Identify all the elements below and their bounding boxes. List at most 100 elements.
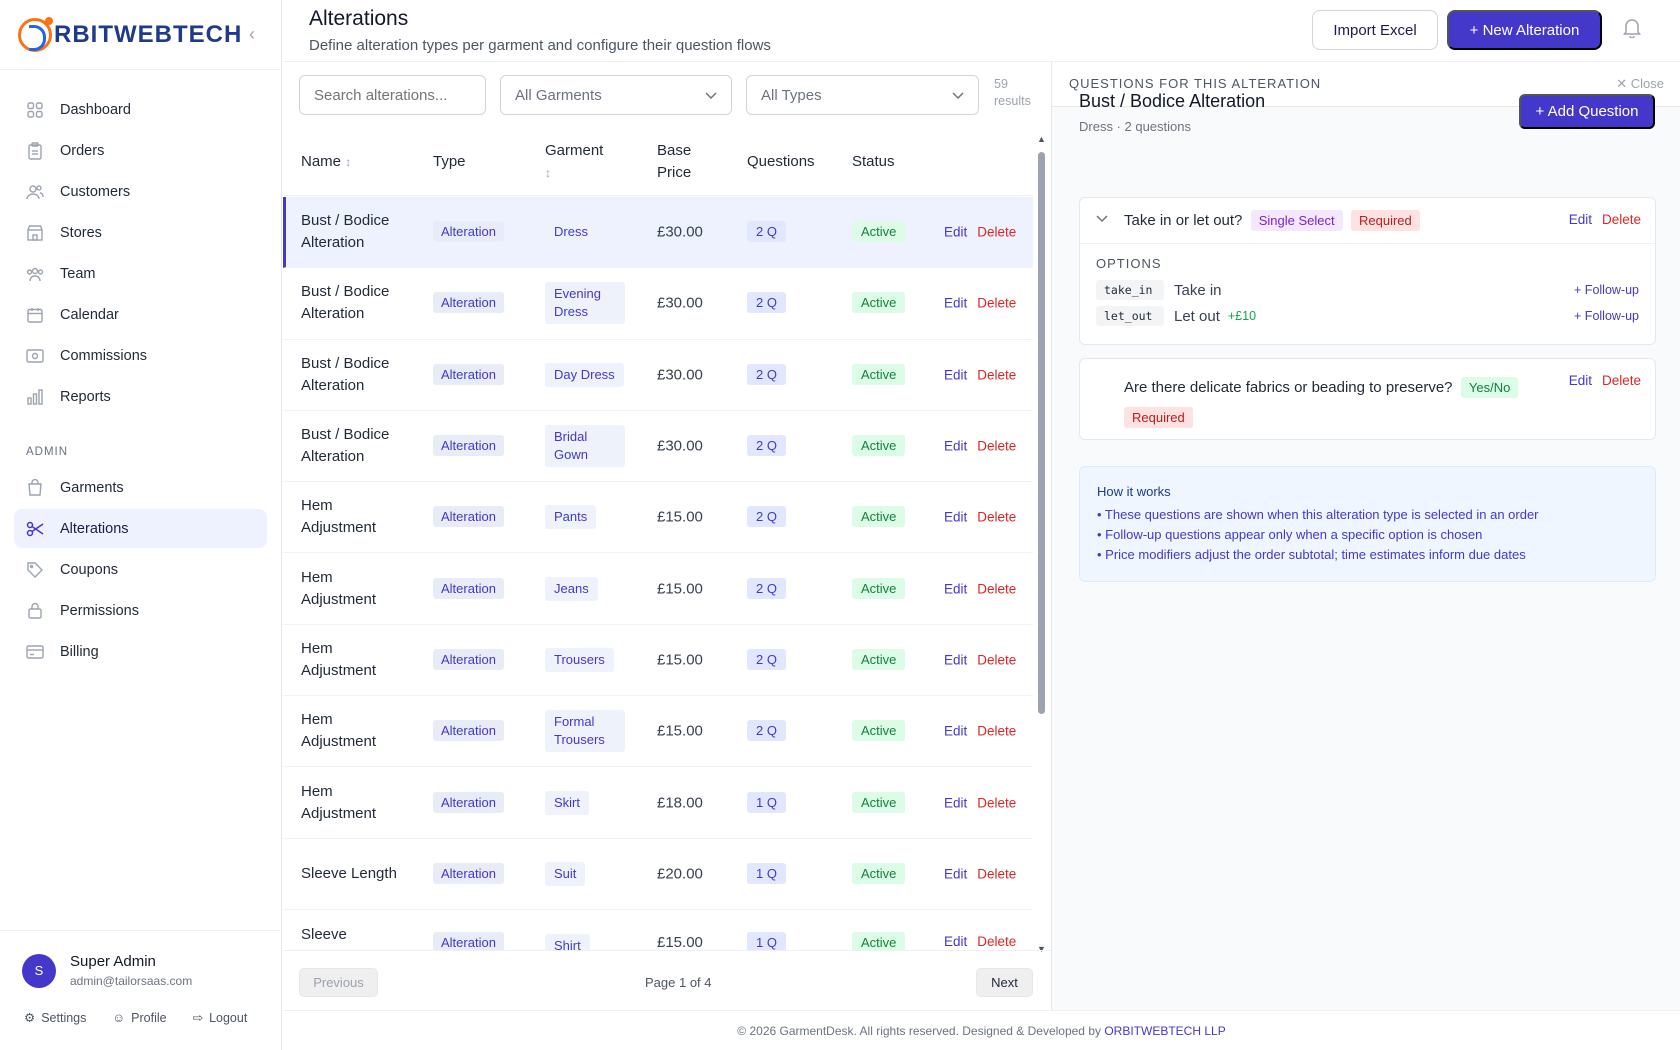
add-follow-up-link[interactable]: + Follow-up [1574, 309, 1639, 323]
sidebar-item-garments[interactable]: Garments [14, 468, 267, 507]
question-type-badge: Single Select [1250, 210, 1343, 231]
row-name: Sleeve Length [301, 864, 397, 882]
row-price: £15.00 [657, 933, 703, 950]
user-card[interactable]: S Super Admin admin@tailorsaas.com [0, 931, 281, 988]
garments-select[interactable]: All Garments [500, 75, 732, 115]
table-row[interactable]: Bust / Bodice Alteration Alteration Brid… [283, 411, 1033, 483]
previous-button[interactable]: Previous [299, 968, 378, 997]
delete-link[interactable]: Delete [977, 438, 1017, 454]
delete-link[interactable]: Delete [977, 581, 1017, 597]
edit-link[interactable]: Edit [944, 295, 968, 311]
column-status: Status [852, 153, 895, 170]
edit-link[interactable]: Edit [944, 367, 968, 383]
types-select[interactable]: All Types [746, 75, 979, 115]
table-row[interactable]: Sleeve Alteration Shirt £15.00 1 Q Activ… [283, 910, 1033, 950]
table-scrollbar[interactable]: ▲ ▼ [1035, 134, 1047, 954]
collapse-sidebar-icon[interactable]: ‹ [249, 24, 255, 44]
close-panel-button[interactable]: ✕ Close [1616, 76, 1664, 92]
table-row[interactable]: Hem Adjustment Alteration Formal Trouser… [283, 696, 1033, 768]
scroll-down-icon[interactable]: ▼ [1037, 944, 1046, 954]
search-input[interactable] [299, 75, 486, 115]
edit-link[interactable]: Edit [944, 723, 968, 739]
row-price: £15.00 [657, 722, 703, 740]
sidebar-item-alterations[interactable]: Alterations [14, 509, 267, 548]
edit-link[interactable]: Edit [944, 509, 968, 525]
edit-link[interactable]: Edit [944, 795, 968, 811]
how-it-works-title: How it works [1097, 484, 1171, 499]
sidebar-item-stores[interactable]: Stores [14, 213, 267, 252]
column-questions: Questions [747, 153, 815, 170]
question-header[interactable]: Take in or let out? Single Select Requir… [1080, 198, 1655, 243]
option-key: take_in [1096, 280, 1164, 300]
edit-link[interactable]: Edit [944, 933, 968, 949]
table-row[interactable]: Hem Adjustment Alteration Trousers £15.0… [283, 625, 1033, 697]
delete-link[interactable]: Delete [977, 367, 1017, 383]
sidebar-item-commissions[interactable]: Commissions [14, 336, 267, 375]
add-question-button[interactable]: + Add Question [1519, 94, 1655, 129]
sidebar-item-billing[interactable]: Billing [14, 632, 267, 671]
row-price: £30.00 [657, 223, 703, 241]
scroll-up-icon[interactable]: ▲ [1037, 134, 1046, 144]
company-link[interactable]: ORBITWEBTECH LLP [1104, 1024, 1226, 1038]
delete-link[interactable]: Delete [977, 933, 1017, 949]
delete-link[interactable]: Delete [977, 295, 1017, 311]
sidebar-item-orders[interactable]: Orders [14, 131, 267, 170]
settings-link[interactable]: ⚙ Settings [24, 1010, 87, 1026]
column-name[interactable]: Name ↕ [301, 151, 351, 173]
table-row[interactable]: Bust / Bodice Alteration Alteration Even… [283, 268, 1033, 340]
delete-question-link[interactable]: Delete [1601, 212, 1641, 227]
calendar-icon [26, 306, 44, 324]
edit-question-link[interactable]: Edit [1568, 373, 1592, 388]
settings-label: Settings [41, 1010, 87, 1025]
status-badge: Active [852, 931, 906, 950]
row-name: Bust / Bodice Alteration [301, 354, 390, 394]
edit-link[interactable]: Edit [944, 652, 968, 668]
sidebar-item-coupons[interactable]: Coupons [14, 550, 267, 589]
status-badge: Active [852, 720, 906, 742]
new-alteration-button[interactable]: + New Alteration [1447, 10, 1602, 50]
table-row[interactable]: Hem Adjustment Alteration Skirt £18.00 1… [283, 767, 1033, 839]
sidebar-item-reports[interactable]: Reports [14, 377, 267, 416]
delete-link[interactable]: Delete [977, 723, 1017, 739]
question-type-badge: Yes/No [1460, 377, 1519, 398]
delete-question-link[interactable]: Delete [1601, 373, 1641, 388]
edit-link[interactable]: Edit [944, 866, 968, 882]
column-base-price: Base Price [657, 140, 691, 184]
scroll-thumb[interactable] [1038, 152, 1045, 714]
sidebar-item-permissions[interactable]: Permissions [14, 591, 267, 630]
users-icon [26, 183, 44, 201]
edit-link[interactable]: Edit [944, 438, 968, 454]
delete-link[interactable]: Delete [977, 509, 1017, 525]
profile-label: Profile [131, 1010, 167, 1025]
chevron-down-icon[interactable] [1096, 212, 1108, 226]
page-header: Alterations Define alteration types per … [283, 0, 1680, 62]
table-row[interactable]: Hem Adjustment Alteration Jeans £15.00 2… [283, 553, 1033, 625]
next-button[interactable]: Next [976, 968, 1033, 997]
sidebar-item-label: Coupons [60, 561, 119, 578]
sidebar-item-team[interactable]: Team [14, 254, 267, 293]
sidebar-item-calendar[interactable]: Calendar [14, 295, 267, 334]
sidebar-item-customers[interactable]: Customers [14, 172, 267, 211]
table-row[interactable]: Bust / Bodice Alteration Alteration Dres… [283, 197, 1033, 269]
brand-logo[interactable]: RBITWEBTECH [18, 16, 242, 52]
row-name: Hem Adjustment [301, 639, 377, 679]
sidebar-item-dashboard[interactable]: Dashboard [14, 90, 267, 129]
bell-icon[interactable] [1623, 18, 1641, 43]
delete-link[interactable]: Delete [977, 866, 1017, 882]
logout-link[interactable]: ⇨ Logout [193, 1010, 248, 1026]
profile-link[interactable]: ☺ Profile [112, 1010, 166, 1025]
edit-link[interactable]: Edit [944, 581, 968, 597]
table-row[interactable]: Bust / Bodice Alteration Alteration Day … [283, 340, 1033, 411]
options-label: OPTIONS [1096, 256, 1162, 271]
alterations-list: All Garments All Types 59 results Name ↕… [283, 62, 1051, 1010]
column-garment[interactable]: Garment ↕ [545, 140, 603, 184]
delete-link[interactable]: Delete [977, 795, 1017, 811]
table-row[interactable]: Hem Adjustment Alteration Pants £15.00 2… [283, 482, 1033, 554]
delete-link[interactable]: Delete [977, 652, 1017, 668]
delete-link[interactable]: Delete [977, 224, 1017, 240]
edit-link[interactable]: Edit [944, 224, 968, 240]
import-excel-button[interactable]: Import Excel [1312, 10, 1438, 50]
edit-question-link[interactable]: Edit [1568, 212, 1592, 227]
table-row[interactable]: Sleeve Length Alteration Suit £20.00 1 Q… [283, 839, 1033, 910]
add-follow-up-link[interactable]: + Follow-up [1574, 283, 1639, 297]
